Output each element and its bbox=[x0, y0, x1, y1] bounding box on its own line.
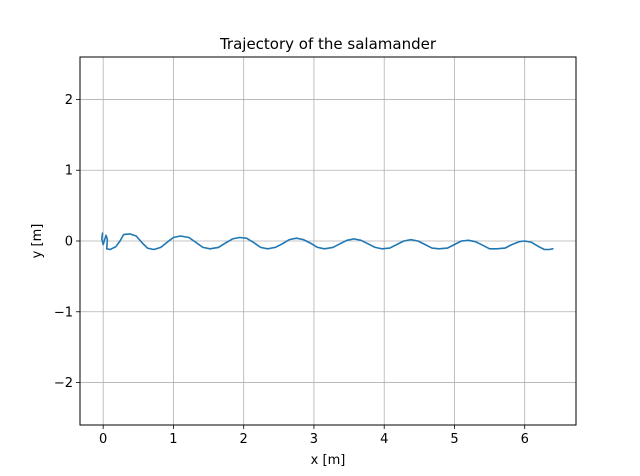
y-axis-ticks: −2 −1 0 1 2 bbox=[54, 93, 80, 391]
chart-title: Trajectory of the salamander bbox=[219, 35, 437, 53]
y-axis-label: y [m] bbox=[30, 224, 45, 259]
x-tick-label: 2 bbox=[240, 432, 248, 447]
trajectory-line bbox=[101, 232, 554, 251]
y-tick-label: 1 bbox=[65, 164, 73, 179]
x-axis-ticks: 0 1 2 3 4 5 6 bbox=[99, 425, 529, 447]
x-tick-label: 6 bbox=[521, 432, 529, 447]
y-tick-label: −1 bbox=[54, 305, 73, 320]
x-tick-label: 0 bbox=[99, 432, 107, 447]
x-tick-label: 4 bbox=[380, 432, 388, 447]
plot-series bbox=[101, 232, 554, 251]
x-tick-label: 1 bbox=[169, 432, 177, 447]
x-tick-label: 3 bbox=[310, 432, 318, 447]
y-tick-label: 2 bbox=[65, 93, 73, 108]
y-tick-label: −2 bbox=[54, 376, 73, 391]
grid bbox=[80, 57, 576, 425]
x-tick-label: 5 bbox=[450, 432, 458, 447]
x-axis-label: x [m] bbox=[311, 453, 346, 468]
y-tick-label: 0 bbox=[65, 235, 73, 250]
